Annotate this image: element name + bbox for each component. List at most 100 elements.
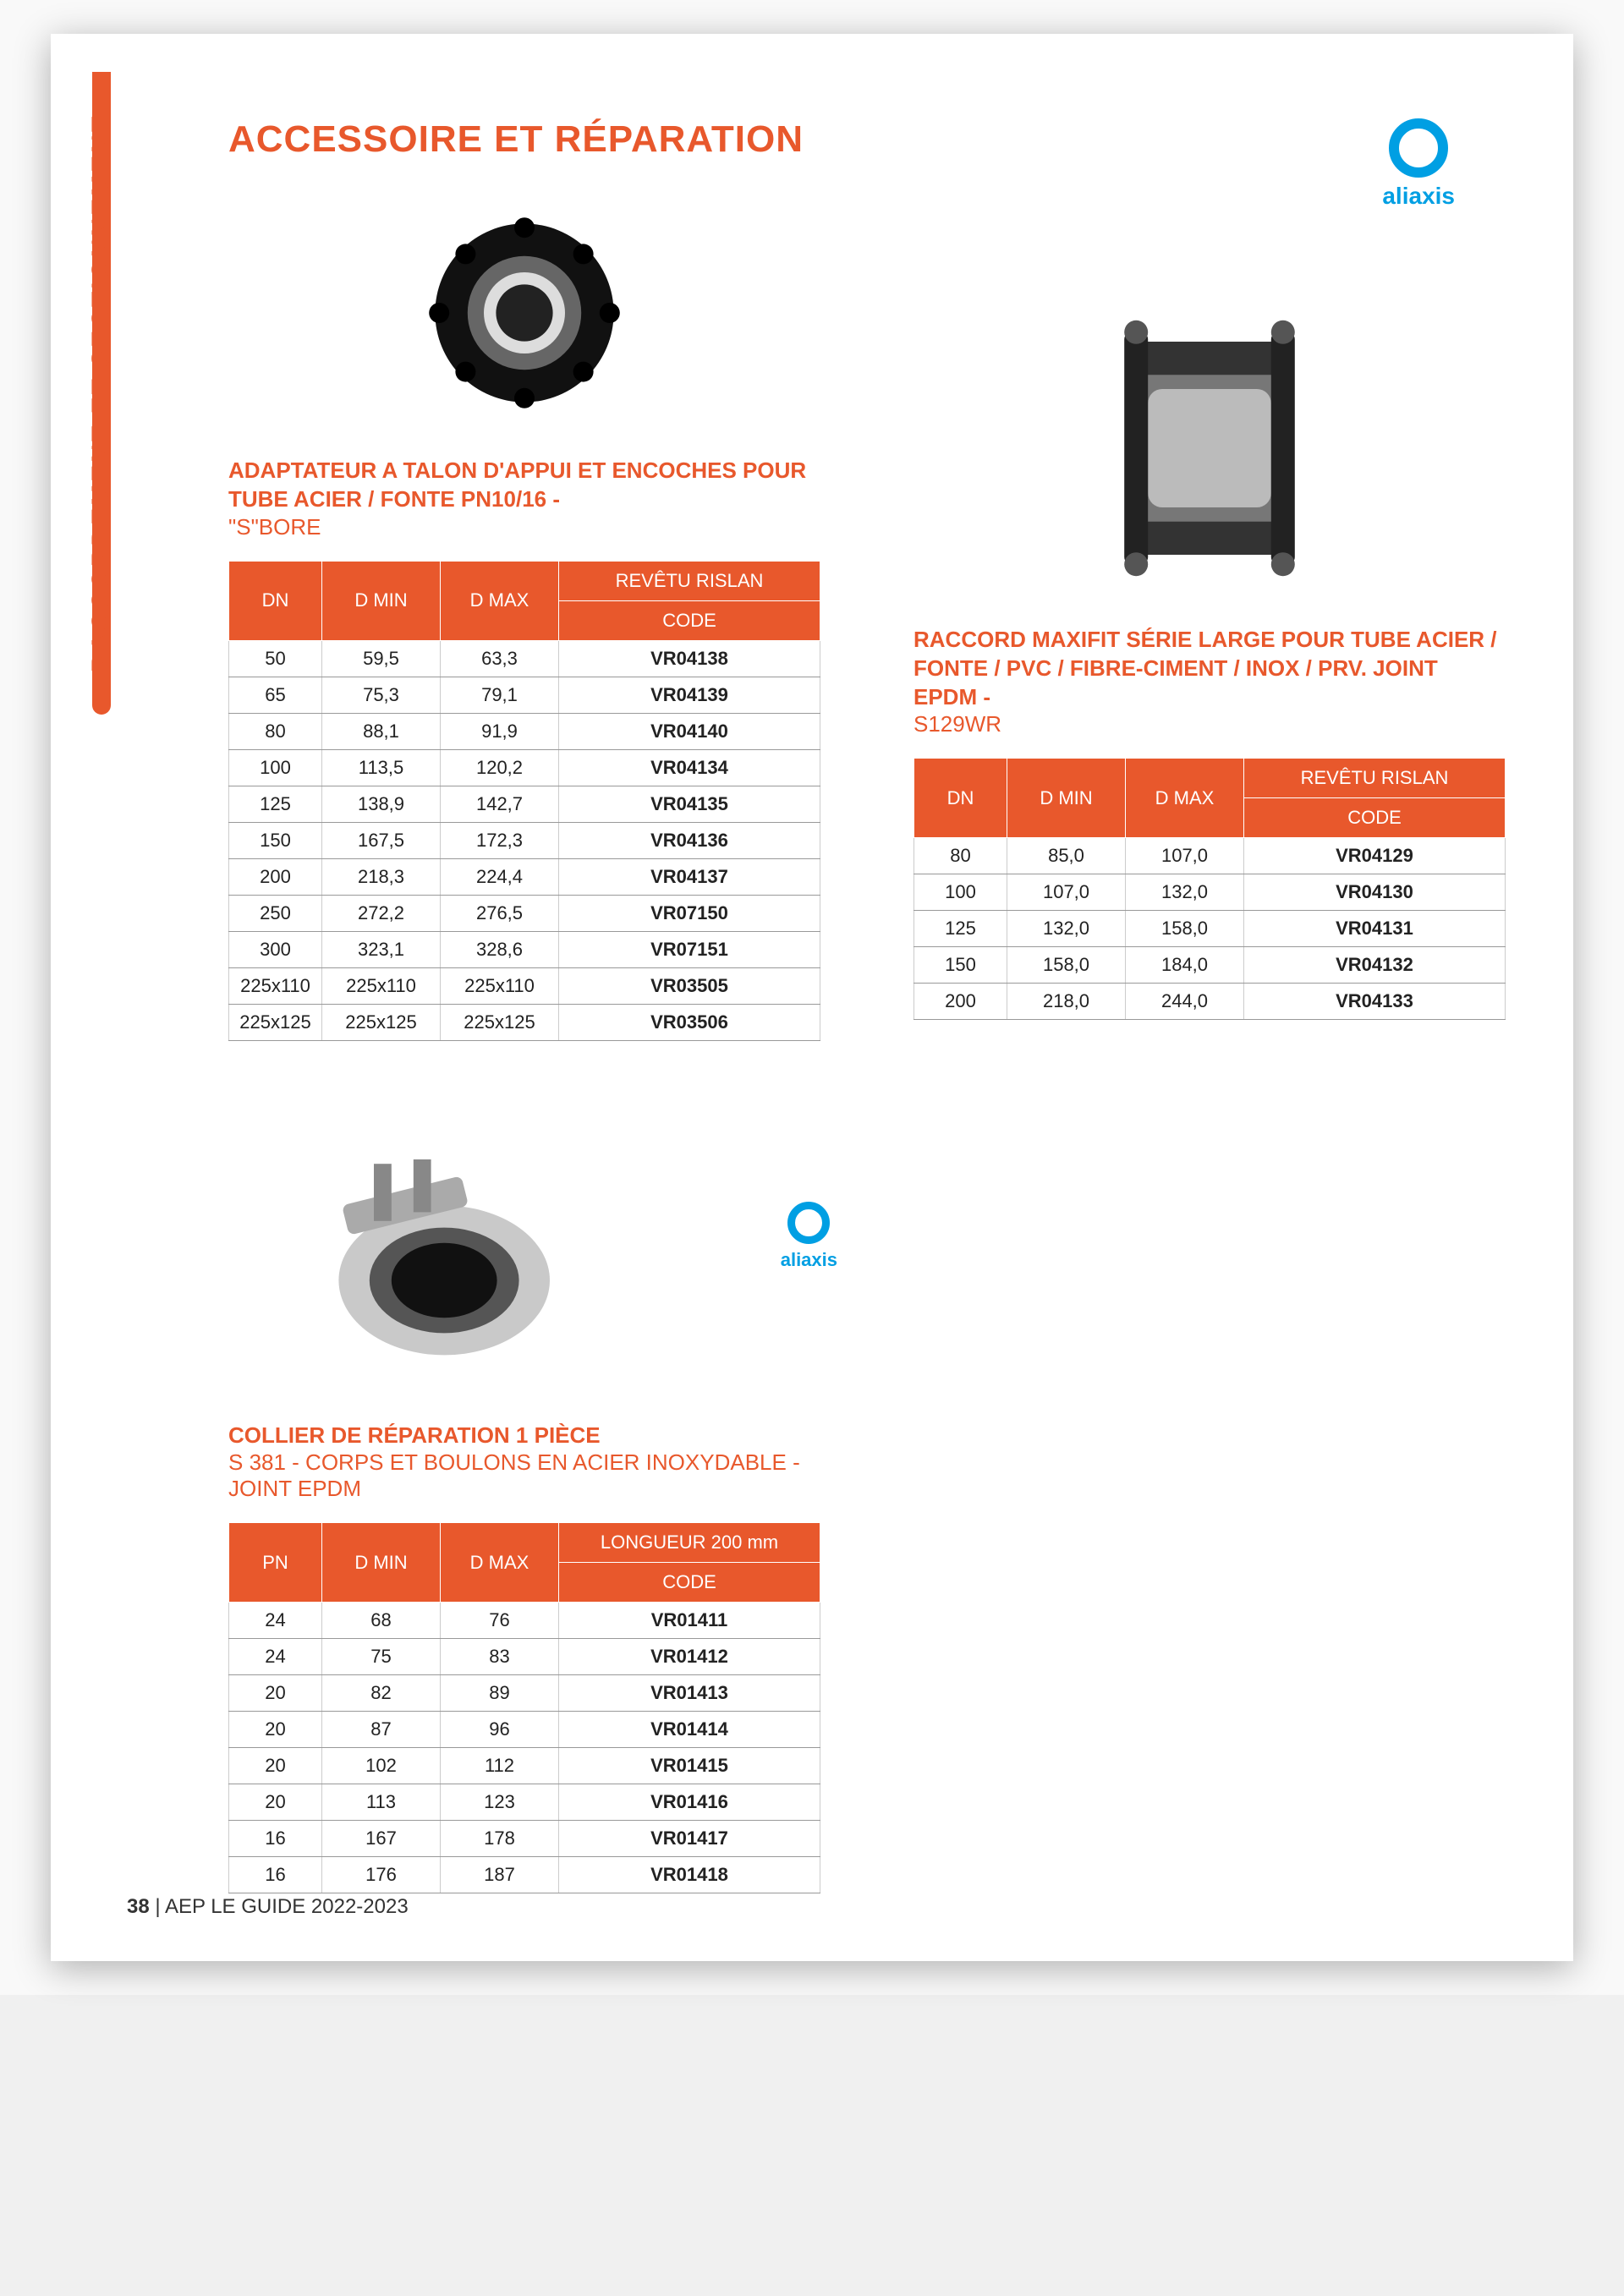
cell-value: 132,0 <box>1007 911 1126 947</box>
cell-code: VR04131 <box>1244 911 1506 947</box>
cell-value: 187 <box>441 1857 559 1893</box>
product-subtitle: S 381 - CORPS ET BOULONS EN ACIER INOXYD… <box>228 1449 820 1502</box>
cell-value: 75,3 <box>322 677 441 713</box>
cell-value: 200 <box>229 858 322 895</box>
product-title-text: ADAPTATEUR A TALON D'APPUI ET ENCOCHES P… <box>228 458 806 512</box>
table-row: 246876VR01411 <box>229 1603 820 1639</box>
cell-value: 225x110 <box>322 967 441 1004</box>
th-dmax: D MAX <box>1126 759 1244 838</box>
cell-code: VR04136 <box>559 822 820 858</box>
side-tab-label: RACCORDEMENT ET SECTIONNEMENT <box>87 114 116 672</box>
table-row: 8088,191,9VR04140 <box>229 713 820 749</box>
table-row: 8085,0107,0VR04129 <box>914 838 1506 874</box>
table-maxifit: DN D MIN D MAX REVÊTU RISLAN CODE 8085,0… <box>914 758 1506 1020</box>
cell-value: 113,5 <box>322 749 441 786</box>
table-collier: PN D MIN D MAX LONGUEUR 200 mm CODE 2468… <box>228 1522 820 1893</box>
th-dmax: D MAX <box>441 561 559 640</box>
table-row: 208289VR01413 <box>229 1675 820 1712</box>
cell-value: 176 <box>322 1857 441 1893</box>
product-image-maxifit <box>914 296 1506 600</box>
cell-value: 16 <box>229 1857 322 1893</box>
table-row: 16176187VR01418 <box>229 1857 820 1893</box>
th-dmin: D MIN <box>1007 759 1126 838</box>
cell-code: VR04140 <box>559 713 820 749</box>
cell-code: VR01411 <box>559 1603 820 1639</box>
product-subtitle: S129WR <box>914 711 1506 737</box>
table-row: 200218,3224,4VR04137 <box>229 858 820 895</box>
cell-value: 328,6 <box>441 931 559 967</box>
cell-value: 200 <box>914 984 1007 1020</box>
cell-value: 218,0 <box>1007 984 1126 1020</box>
cell-value: 158,0 <box>1126 911 1244 947</box>
table-row: 20113123VR01416 <box>229 1784 820 1821</box>
cell-code: VR04133 <box>1244 984 1506 1020</box>
th-code: CODE <box>559 1563 820 1603</box>
brand-logo-small: aliaxis <box>781 1202 837 1271</box>
th-dmin: D MIN <box>322 561 441 640</box>
cell-value: 79,1 <box>441 677 559 713</box>
cell-value: 150 <box>229 822 322 858</box>
cell-code: VR03506 <box>559 1004 820 1040</box>
cell-value: 138,9 <box>322 786 441 822</box>
cell-value: 82 <box>322 1675 441 1712</box>
table-row: 247583VR01412 <box>229 1639 820 1675</box>
table-row: 5059,563,3VR04138 <box>229 640 820 677</box>
product-title: RACCORD MAXIFIT SÉRIE LARGE POUR TUBE AC… <box>914 626 1506 711</box>
cell-value: 107,0 <box>1007 874 1126 911</box>
cell-code: VR01412 <box>559 1639 820 1675</box>
product-block-adapter: ADAPTATEUR A TALON D'APPUI ET ENCOCHES P… <box>228 195 820 1041</box>
cell-value: 24 <box>229 1603 322 1639</box>
product-title-text: RACCORD MAXIFIT SÉRIE LARGE POUR TUBE AC… <box>914 627 1497 710</box>
product-image-collier <box>228 1143 651 1396</box>
brand-text: aliaxis <box>781 1249 837 1271</box>
th-code: CODE <box>559 600 820 640</box>
cell-code: VR01414 <box>559 1712 820 1748</box>
cell-value: 91,9 <box>441 713 559 749</box>
coupling-icon <box>1091 313 1328 584</box>
cell-value: 87 <box>322 1712 441 1748</box>
table-row: 100113,5120,2VR04134 <box>229 749 820 786</box>
cell-value: 59,5 <box>322 640 441 677</box>
cell-value: 102 <box>322 1748 441 1784</box>
cell-code: VR04138 <box>559 640 820 677</box>
cell-value: 20 <box>229 1712 322 1748</box>
cell-code: VR04137 <box>559 858 820 895</box>
cell-value: 184,0 <box>1126 947 1244 984</box>
cell-code: VR04130 <box>1244 874 1506 911</box>
cell-value: 20 <box>229 1675 322 1712</box>
cell-value: 100 <box>229 749 322 786</box>
cell-code: VR01413 <box>559 1675 820 1712</box>
th-dn: DN <box>914 759 1007 838</box>
cell-value: 125 <box>914 911 1007 947</box>
cell-value: 63,3 <box>441 640 559 677</box>
cell-value: 142,7 <box>441 786 559 822</box>
footer-text: AEP LE GUIDE 2022-2023 <box>165 1895 409 1918</box>
table-adapter: DN D MIN D MAX REVÊTU RISLAN CODE 5059,5… <box>228 561 820 1041</box>
cell-value: 225x125 <box>229 1004 322 1040</box>
product-block-maxifit: RACCORD MAXIFIT SÉRIE LARGE POUR TUBE AC… <box>914 296 1506 1041</box>
cell-value: 225x125 <box>441 1004 559 1040</box>
cell-value: 125 <box>229 786 322 822</box>
cell-value: 178 <box>441 1821 559 1857</box>
table-row: 150167,5172,3VR04136 <box>229 822 820 858</box>
table-row: 208796VR01414 <box>229 1712 820 1748</box>
cell-value: 167,5 <box>322 822 441 858</box>
table-row: 6575,379,1VR04139 <box>229 677 820 713</box>
cell-code: VR01416 <box>559 1784 820 1821</box>
tbody-collier: 246876VR01411247583VR01412208289VR014132… <box>229 1603 820 1893</box>
cell-code: VR01418 <box>559 1857 820 1893</box>
cell-code: VR07151 <box>559 931 820 967</box>
tbody-adapter: 5059,563,3VR041386575,379,1VR041398088,1… <box>229 640 820 1040</box>
table-row: 150158,0184,0VR04132 <box>914 947 1506 984</box>
brand-ring-icon <box>787 1202 830 1244</box>
cell-value: 20 <box>229 1748 322 1784</box>
th-pn: PN <box>229 1523 322 1603</box>
cell-value: 75 <box>322 1639 441 1675</box>
th-longueur: LONGUEUR 200 mm <box>559 1523 820 1563</box>
cell-value: 20 <box>229 1784 322 1821</box>
cell-value: 132,0 <box>1126 874 1244 911</box>
cell-value: 276,5 <box>441 895 559 931</box>
cell-code: VR04135 <box>559 786 820 822</box>
table-row: 125132,0158,0VR04131 <box>914 911 1506 947</box>
table-row: 20102112VR01415 <box>229 1748 820 1784</box>
